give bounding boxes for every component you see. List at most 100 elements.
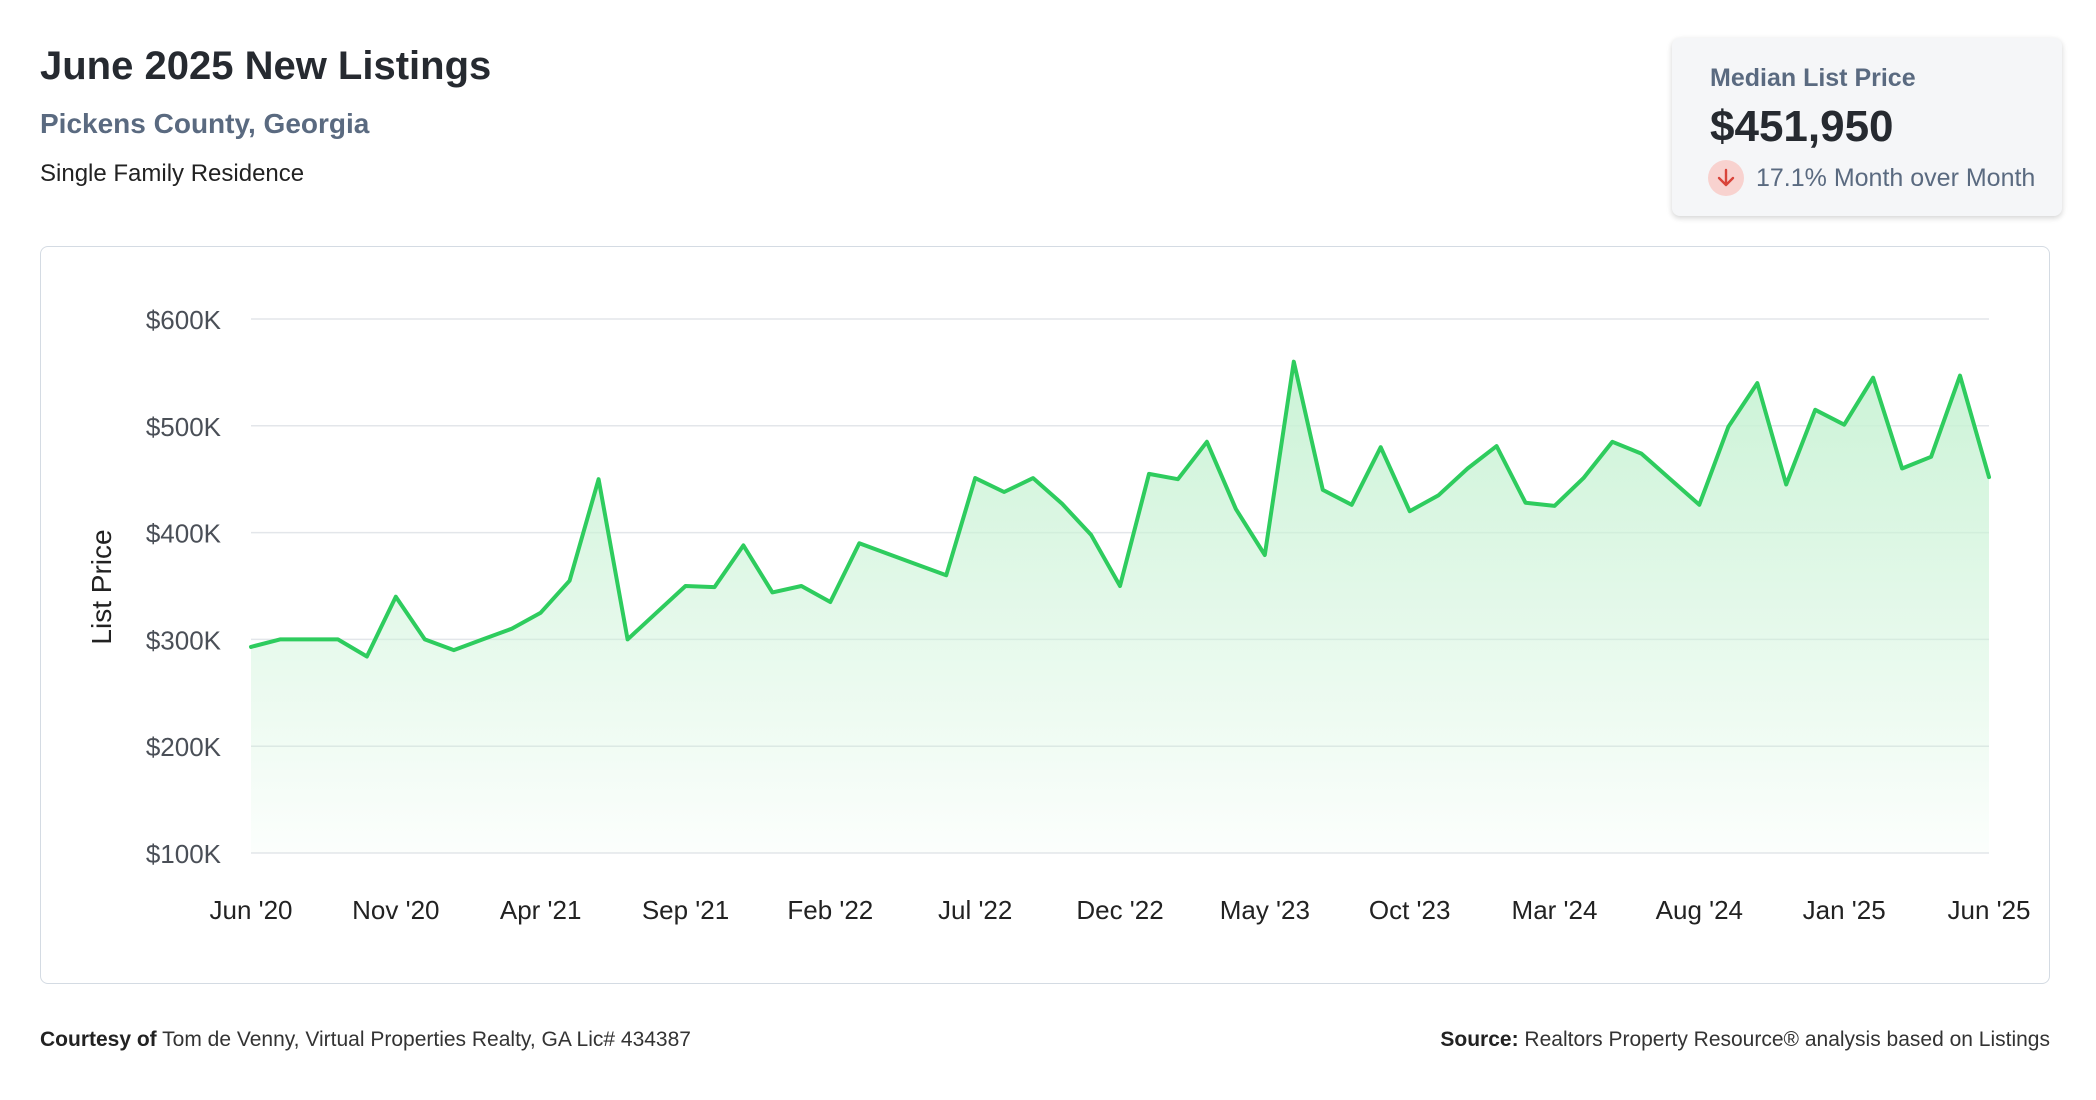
chart-panel: $100K $200K $300K $400K $500K $600K Jun '20 No… — [40, 246, 2050, 984]
data-point[interactable] — [1838, 419, 1850, 431]
data-point[interactable] — [535, 607, 547, 619]
courtesy-label: Courtesy of — [40, 1028, 157, 1051]
data-point[interactable] — [998, 486, 1010, 498]
data-point[interactable] — [477, 633, 489, 645]
median-price-card: Median List Price $451,950 17.1% Month o… — [1672, 38, 2062, 216]
data-point[interactable] — [737, 539, 749, 551]
data-point[interactable] — [882, 548, 894, 560]
data-point[interactable] — [1462, 463, 1474, 475]
stat-value: $451,950 — [1710, 102, 1894, 151]
data-point[interactable] — [390, 591, 402, 603]
data-point[interactable] — [1172, 473, 1184, 485]
data-point[interactable] — [1722, 421, 1734, 433]
data-point[interactable] — [1375, 441, 1387, 453]
stat-change: 17.1% Month over Month — [1756, 164, 2036, 192]
data-point[interactable] — [593, 473, 605, 485]
data-point[interactable] — [1925, 451, 1937, 463]
y-tick-label: $300K — [146, 625, 222, 655]
data-point[interactable] — [1433, 489, 1445, 501]
data-point[interactable] — [1317, 484, 1329, 496]
x-tick-label: Nov '20 — [352, 895, 439, 925]
data-point[interactable] — [940, 569, 952, 581]
data-point[interactable] — [651, 607, 663, 619]
data-point[interactable] — [1259, 549, 1271, 561]
data-point[interactable] — [853, 537, 865, 549]
x-tick-label: Jun '25 — [1947, 895, 2030, 925]
data-point[interactable] — [1085, 529, 1097, 541]
courtesy-footer: Courtesy of Tom de Venny, Virtual Proper… — [40, 1028, 691, 1052]
data-point[interactable] — [1577, 472, 1589, 484]
data-point[interactable] — [245, 641, 257, 653]
data-point[interactable] — [1549, 500, 1561, 512]
x-tick-label: Jul '22 — [938, 895, 1012, 925]
data-point[interactable] — [1635, 448, 1647, 460]
data-point[interactable] — [361, 650, 373, 662]
arrow-down-icon — [1717, 168, 1735, 187]
source-label: Source: — [1440, 1028, 1519, 1051]
data-point[interactable] — [969, 472, 981, 484]
change-badge — [1708, 160, 1744, 196]
data-point[interactable] — [1983, 471, 1995, 483]
data-point[interactable] — [1230, 503, 1242, 515]
data-point[interactable] — [506, 623, 518, 635]
y-tick-label: $500K — [146, 412, 222, 442]
data-point[interactable] — [622, 633, 634, 645]
data-point[interactable] — [1896, 463, 1908, 475]
data-point[interactable] — [1143, 468, 1155, 480]
data-point[interactable] — [1404, 505, 1416, 517]
data-point[interactable] — [1201, 436, 1213, 448]
data-point[interactable] — [564, 575, 576, 587]
x-tick-label: Mar '24 — [1512, 895, 1598, 925]
data-point[interactable] — [795, 580, 807, 592]
data-point[interactable] — [332, 633, 344, 645]
data-point[interactable] — [1809, 404, 1821, 416]
page-title: June 2025 New Listings — [40, 44, 492, 88]
property-type: Single Family Residence — [40, 160, 305, 187]
y-tick-label: $400K — [146, 519, 222, 549]
series-line — [249, 359, 1991, 659]
source-text: Realtors Property Resource® analysis bas… — [1524, 1028, 2050, 1051]
data-point[interactable] — [1491, 440, 1503, 452]
data-point[interactable] — [1751, 377, 1763, 389]
data-point[interactable] — [1780, 479, 1792, 491]
data-point[interactable] — [1693, 499, 1705, 511]
x-tick-label: Sep '21 — [642, 895, 729, 925]
x-tick-label: Dec '22 — [1076, 895, 1163, 925]
y-axis-label: List Price — [86, 529, 117, 644]
data-point[interactable] — [1346, 499, 1358, 511]
data-point[interactable] — [1288, 356, 1300, 368]
x-tick-label: Feb '22 — [787, 895, 873, 925]
y-tick-label: $200K — [146, 732, 222, 762]
x-tick-label: Jan '25 — [1803, 895, 1886, 925]
x-tick-label: May '23 — [1220, 895, 1310, 925]
x-tick-label: Jun '20 — [209, 895, 292, 925]
data-point[interactable] — [680, 580, 692, 592]
courtesy-text: Tom de Venny, Virtual Properties Realty,… — [162, 1028, 691, 1051]
price-chart: $100K $200K $300K $400K $500K $600K Jun '20 No… — [86, 305, 2031, 925]
data-point[interactable] — [1664, 473, 1676, 485]
y-tick-label: $100K — [146, 839, 222, 869]
data-point[interactable] — [303, 633, 315, 645]
data-point[interactable] — [1954, 370, 1966, 382]
data-point[interactable] — [1606, 436, 1618, 448]
stat-label: Median List Price — [1710, 64, 1916, 92]
data-point[interactable] — [766, 586, 778, 598]
data-point[interactable] — [1027, 472, 1039, 484]
data-point[interactable] — [824, 596, 836, 608]
x-tick-label: Oct '23 — [1369, 895, 1451, 925]
x-tick-label: Aug '24 — [1656, 895, 1743, 925]
data-point[interactable] — [708, 581, 720, 593]
x-tick-label: Apr '21 — [500, 895, 582, 925]
location-subtitle: Pickens County, Georgia — [40, 108, 370, 139]
data-point[interactable] — [1867, 372, 1879, 384]
source-footer: Source: Realtors Property Resource® anal… — [1440, 1028, 2050, 1052]
data-point[interactable] — [419, 633, 431, 645]
data-point[interactable] — [1114, 580, 1126, 592]
series-area — [251, 361, 1989, 853]
data-point[interactable] — [1520, 497, 1532, 509]
data-point[interactable] — [911, 559, 923, 571]
data-point[interactable] — [1056, 498, 1068, 510]
data-point[interactable] — [274, 633, 286, 645]
y-tick-label: $600K — [146, 305, 222, 335]
data-point[interactable] — [448, 644, 460, 656]
